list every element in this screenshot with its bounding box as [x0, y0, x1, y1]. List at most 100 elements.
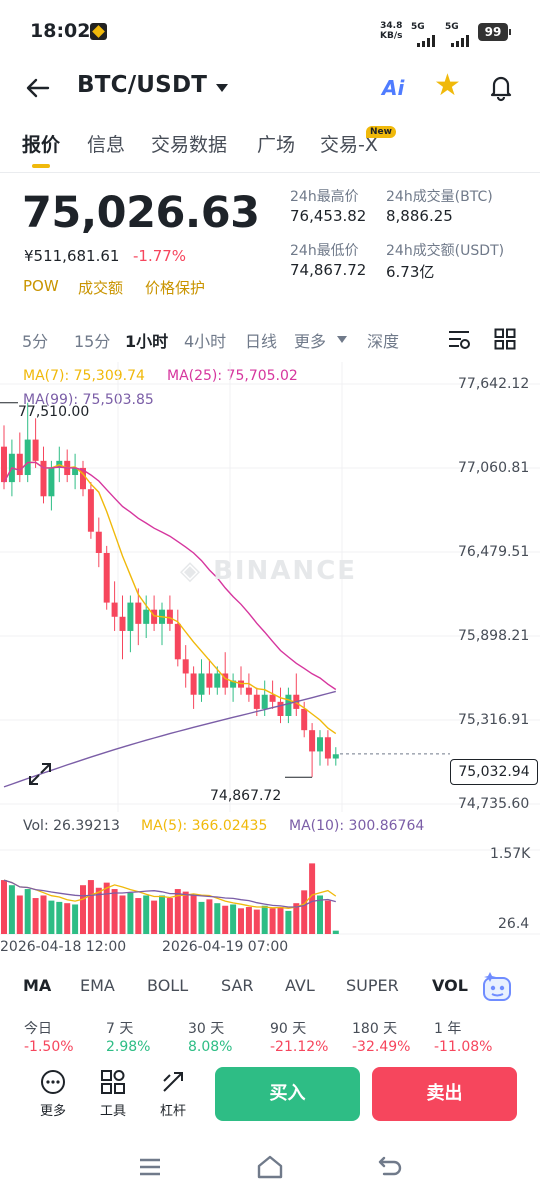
tools-tool[interactable]: 工具 — [91, 1068, 135, 1119]
volume-bar — [111, 889, 118, 934]
indicator-boll[interactable]: BOLL — [147, 976, 189, 995]
candle — [111, 581, 118, 631]
volume-bar — [80, 885, 86, 934]
expand-icon[interactable] — [26, 760, 54, 788]
volume-bar — [40, 895, 47, 934]
pair-title[interactable]: BTC/USDT — [77, 72, 208, 98]
interval-4h[interactable]: 4小时 — [184, 332, 227, 351]
volume-bar — [151, 900, 158, 934]
ai-icon[interactable]: Ai — [382, 76, 405, 100]
tab-trading-data[interactable]: 交易数据 — [151, 134, 228, 156]
ma25-label: MA(25): 75,705.02 — [167, 368, 298, 384]
more-dots-icon — [41, 1070, 65, 1094]
indicator-sar[interactable]: SAR — [221, 976, 254, 995]
amount-label: 24h成交额(USDT) — [386, 243, 505, 259]
price-axis-tick: 74,735.60 — [458, 796, 530, 812]
ma7-line — [3, 461, 337, 735]
candle — [159, 602, 165, 646]
favorite-star-icon[interactable]: ★ — [434, 68, 461, 103]
indicator-ma[interactable]: MA — [23, 976, 52, 995]
candle — [317, 730, 323, 766]
perf-value-1y: -11.08% — [434, 1039, 493, 1055]
volume-bar — [222, 905, 229, 934]
volume-bar — [317, 895, 323, 934]
high-value: 76,453.82 — [290, 207, 367, 225]
volume-bar — [198, 901, 205, 934]
perf-label-1y: 1 年 — [434, 1021, 462, 1037]
home-icon[interactable] — [256, 1154, 284, 1180]
volume-value: 8,886.25 — [386, 207, 453, 225]
depth-tab[interactable]: 深度 — [367, 332, 400, 351]
more-caret-icon[interactable] — [337, 336, 347, 343]
candle — [332, 747, 339, 766]
volume-bar — [277, 907, 284, 934]
recent-apps-icon[interactable] — [138, 1157, 162, 1177]
interval-more[interactable]: 更多 — [294, 332, 327, 351]
signal-icon-2: 5G — [445, 22, 475, 47]
price-cny: ¥511,681.61 — [24, 247, 120, 265]
tab-trade-x[interactable]: 交易-X — [320, 134, 378, 156]
candle — [309, 723, 316, 777]
volume-bar — [269, 908, 276, 934]
perf-value-7d: 2.98% — [106, 1039, 151, 1055]
tag-turnover[interactable]: 成交额 — [78, 279, 124, 297]
perf-value-30d: 8.08% — [188, 1039, 233, 1055]
candle — [48, 460, 55, 511]
bell-icon[interactable] — [486, 72, 516, 102]
candle — [182, 645, 189, 688]
interval-bar: 5分 15分 1小时 4小时 日线 更多 深度 — [0, 324, 540, 354]
system-back-icon[interactable] — [376, 1154, 404, 1180]
binance-app-icon — [90, 23, 107, 40]
interval-5m[interactable]: 5分 — [22, 332, 49, 351]
back-arrow-icon[interactable] — [24, 74, 52, 102]
volume-chart[interactable] — [0, 836, 540, 936]
tab-quote[interactable]: 报价 — [22, 134, 61, 156]
status-time: 18:02 — [30, 20, 91, 42]
more-tool[interactable]: 更多 — [31, 1068, 75, 1119]
volume-bar — [103, 882, 110, 934]
volume-bar — [285, 910, 292, 934]
interval-1d[interactable]: 日线 — [245, 332, 278, 351]
candle — [190, 666, 197, 709]
tag-price-protection[interactable]: 价格保护 — [145, 279, 206, 297]
volume-bar — [8, 885, 15, 934]
leverage-tool[interactable]: 杠杆 — [151, 1068, 195, 1119]
chart-settings-icon[interactable] — [447, 328, 471, 350]
candle — [293, 673, 300, 716]
indicator-ema[interactable]: EMA — [80, 976, 115, 995]
price-axis-tick: 77,060.81 — [458, 460, 530, 476]
candle — [87, 482, 94, 539]
candle — [166, 595, 173, 631]
tab-square[interactable]: 广场 — [257, 134, 296, 156]
sell-button[interactable]: 卖出 — [372, 1067, 517, 1121]
candle — [103, 545, 110, 610]
divider — [0, 172, 540, 173]
volume-bar — [64, 903, 71, 934]
candle — [80, 460, 86, 497]
volume-bar — [261, 905, 268, 934]
candlestick-chart[interactable] — [0, 362, 540, 812]
volume-bar — [87, 880, 94, 934]
interval-15m[interactable]: 15分 — [74, 332, 111, 351]
candle — [324, 730, 331, 766]
volume-ma5-line — [3, 879, 337, 909]
current-price-tag: 75,032.94 — [450, 759, 538, 785]
tab-info[interactable]: 信息 — [87, 134, 126, 156]
tag-pow[interactable]: POW — [23, 277, 59, 295]
indicator-avl[interactable]: AVL — [285, 976, 315, 995]
perf-value-90d: -21.12% — [270, 1039, 329, 1055]
volume-axis-tick: 1.57K — [490, 846, 531, 862]
candle — [269, 680, 276, 709]
indicator-vol[interactable]: VOL — [432, 976, 468, 995]
indicator-super[interactable]: SUPER — [346, 976, 399, 995]
assistant-robot-icon[interactable] — [476, 968, 518, 1008]
pair-dropdown-icon[interactable] — [216, 84, 228, 92]
interval-1h[interactable]: 1小时 — [125, 332, 169, 351]
volume-bar — [48, 900, 55, 934]
buy-button[interactable]: 买入 — [215, 1067, 360, 1121]
high-label: 24h最高价 — [290, 189, 359, 205]
layout-grid-icon[interactable] — [494, 328, 516, 350]
indicator-tabs: MA EMA BOLL SAR AVL SUPER VOL — [0, 972, 540, 1002]
signal-icon-1: 5G — [411, 22, 441, 47]
candle — [230, 673, 237, 702]
